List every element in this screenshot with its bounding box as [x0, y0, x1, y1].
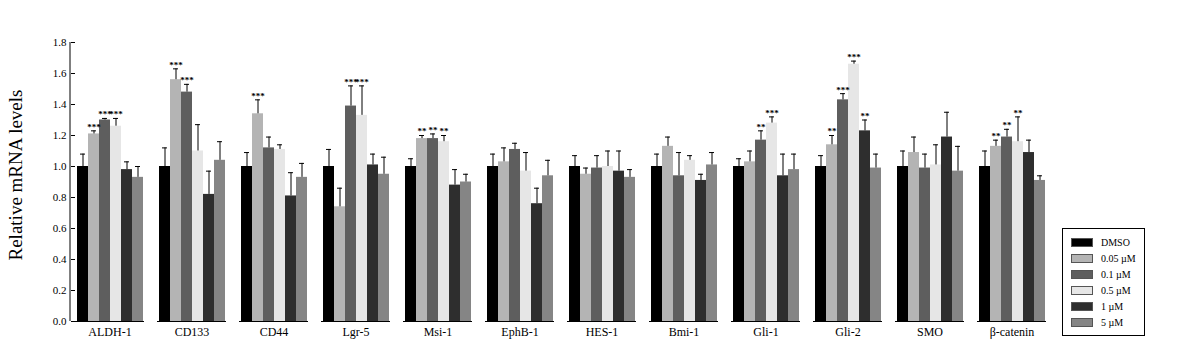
svg-text:1.6: 1.6: [53, 67, 67, 79]
svg-text:Bmi-1: Bmi-1: [669, 325, 700, 339]
html-text:1-2-di-Bromo-3-Chromo-Propane: 1-2-di-Bromo-3-Chromo-Propane: [380, 8, 557, 23]
svg-text:***: ***: [765, 108, 779, 118]
svg-text:SMO: SMO: [917, 325, 943, 339]
svg-text:1.0: 1.0: [53, 160, 67, 172]
svg-text:***: ***: [87, 122, 101, 132]
svg-text:0.8: 0.8: [53, 191, 67, 203]
html-text:1 µM: 1 µM: [1101, 300, 1124, 312]
svg-text:ALDH-1: ALDH-1: [88, 325, 131, 339]
svg-text:0.2: 0.2: [53, 284, 67, 296]
html-text:5 µM: 5 µM: [1101, 316, 1124, 328]
svg-text:***: ***: [355, 77, 369, 87]
svg-text:0.0: 0.0: [53, 315, 67, 327]
svg-text:**: **: [861, 111, 871, 121]
svg-text:0.6: 0.6: [53, 222, 67, 234]
svg-text:Msi-1: Msi-1: [424, 325, 453, 339]
svg-text:**: **: [828, 126, 838, 136]
svg-text:**: **: [757, 122, 767, 132]
svg-text:***: ***: [836, 85, 850, 95]
svg-text:***: ***: [847, 52, 861, 62]
svg-text:**: **: [1014, 108, 1024, 118]
svg-text:1.8: 1.8: [53, 36, 67, 48]
svg-text:***: ***: [251, 91, 265, 101]
svg-text:0.4: 0.4: [53, 253, 67, 265]
svg-text:EphB-1: EphB-1: [501, 325, 538, 339]
svg-text:Lgr-5: Lgr-5: [342, 325, 369, 339]
svg-text:***: ***: [109, 109, 123, 119]
svg-text:1.4: 1.4: [53, 98, 67, 110]
html-text:DMSO: DMSO: [1101, 236, 1130, 248]
html-text:0.05 µM: 0.05 µM: [1101, 252, 1136, 264]
svg-text:β-catenin: β-catenin: [990, 325, 1035, 339]
svg-text:***: ***: [169, 60, 183, 70]
svg-text:**: **: [440, 126, 450, 136]
html-text:0.1 µM: 0.1 µM: [1101, 268, 1131, 280]
svg-text:Gli-1: Gli-1: [753, 325, 778, 339]
svg-text:**: **: [429, 125, 439, 135]
svg-text:HES-1: HES-1: [586, 325, 619, 339]
svg-text:CD133: CD133: [175, 325, 210, 339]
html-text:Relative mRNA levels: Relative mRNA levels: [5, 89, 26, 261]
html-text:0.5 µM: 0.5 µM: [1101, 284, 1131, 296]
svg-text:Gli-2: Gli-2: [835, 325, 860, 339]
svg-text:***: ***: [180, 75, 194, 85]
svg-text:**: **: [1003, 120, 1013, 130]
svg-text:**: **: [992, 131, 1002, 141]
svg-text:CD44: CD44: [260, 325, 289, 339]
svg-text:1.2: 1.2: [53, 129, 67, 141]
svg-text:**: **: [418, 126, 428, 136]
